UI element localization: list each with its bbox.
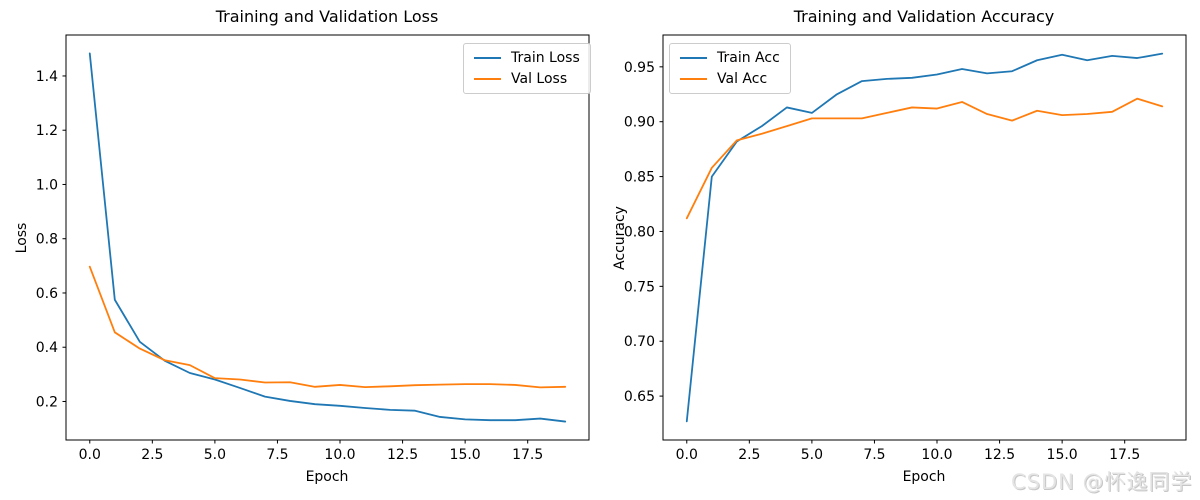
val-acc-legend-label: Val Acc [717, 71, 768, 87]
csdn-watermark: CSDN @怀逸同学 [1011, 470, 1193, 494]
svg-text:15.0: 15.0 [1047, 447, 1078, 463]
train-loss-legend-label: Train Loss [511, 50, 580, 66]
loss-chart-canvas: 0.0 2.5 5.0 7.5 10.0 12.5 15.0 17.5 0.2 0.4 0.6 0.8… [36, 34, 590, 463]
train-acc-legend-label: Train Acc [717, 50, 780, 66]
accuracy-chart-title: Training and Validation Accuracy [793, 7, 1055, 26]
svg-text:17.5: 17.5 [1109, 447, 1140, 463]
svg-text:7.5: 7.5 [266, 447, 288, 463]
train-acc-line-swatch [680, 57, 707, 59]
legend-item-train-loss: Train Loss [474, 50, 580, 66]
svg-text:10.0: 10.0 [921, 447, 952, 463]
svg-text:0.90: 0.90 [624, 115, 655, 131]
svg-text:0.80: 0.80 [624, 224, 655, 240]
loss-chart-legend: Train Loss Val Loss [463, 43, 591, 94]
accuracy-y-axis-label: Accuracy [612, 206, 628, 270]
svg-text:0.0: 0.0 [676, 447, 698, 463]
svg-text:0.75: 0.75 [624, 279, 655, 295]
svg-text:1.2: 1.2 [36, 123, 58, 139]
svg-text:1.4: 1.4 [36, 69, 58, 85]
legend-item-val-loss: Val Loss [474, 71, 580, 87]
svg-text:17.5: 17.5 [512, 447, 543, 463]
loss-y-axis-label: Loss [14, 222, 30, 254]
svg-text:0.2: 0.2 [36, 394, 58, 410]
legend-item-val-acc: Val Acc [680, 71, 780, 87]
svg-text:2.5: 2.5 [738, 447, 760, 463]
val-loss-legend-label: Val Loss [511, 71, 568, 87]
loss-chart-title: Training and Validation Loss [215, 7, 439, 26]
svg-text:2.5: 2.5 [141, 447, 163, 463]
svg-text:1.0: 1.0 [36, 177, 58, 193]
svg-text:0.65: 0.65 [624, 389, 655, 405]
loss-subplot: 0.0 2.5 5.0 7.5 10.0 12.5 15.0 17.5 0.2 0.4 0.6 0.8… [14, 7, 591, 485]
svg-text:0.95: 0.95 [624, 60, 655, 76]
accuracy-chart-canvas: 0.0 2.5 5.0 7.5 10.0 12.5 15.0 17.5 0.65 0.70 0.75… [624, 34, 1187, 463]
accuracy-x-axis-label: Epoch [902, 469, 946, 485]
train-loss-line-swatch [474, 57, 501, 59]
loss-x-axis-label: Epoch [305, 469, 349, 485]
svg-text:5.0: 5.0 [204, 447, 226, 463]
val-acc-line-swatch [680, 78, 707, 80]
legend-item-train-acc: Train Acc [680, 50, 780, 66]
svg-text:12.5: 12.5 [387, 447, 418, 463]
svg-text:10.0: 10.0 [324, 447, 355, 463]
accuracy-subplot: 0.0 2.5 5.0 7.5 10.0 12.5 15.0 17.5 0.65 0.70 0.75… [600, 0, 1200, 500]
svg-text:5.0: 5.0 [801, 447, 823, 463]
val-loss-line-swatch [474, 78, 501, 80]
accuracy-chart-legend: Train Acc Val Acc [669, 43, 791, 94]
svg-text:15.0: 15.0 [450, 447, 481, 463]
svg-text:0.85: 0.85 [624, 170, 655, 186]
svg-text:0.6: 0.6 [36, 286, 58, 302]
svg-text:0.70: 0.70 [624, 334, 655, 350]
svg-text:7.5: 7.5 [863, 447, 885, 463]
svg-text:0.0: 0.0 [79, 447, 101, 463]
svg-text:0.8: 0.8 [36, 232, 58, 248]
svg-text:12.5: 12.5 [984, 447, 1015, 463]
svg-text:0.4: 0.4 [36, 340, 58, 356]
